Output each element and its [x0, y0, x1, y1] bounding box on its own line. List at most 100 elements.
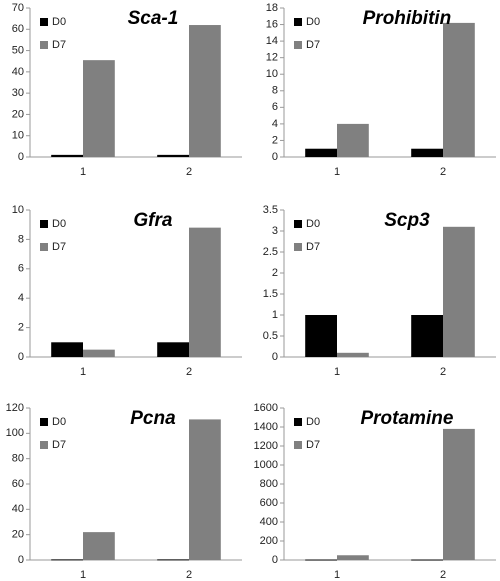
- y-tick-label: 0: [272, 554, 278, 566]
- y-tick-label: 2: [272, 134, 278, 146]
- y-tick-label: 6: [18, 263, 24, 275]
- y-tick-label: 20: [12, 108, 24, 120]
- y-tick-label: 10: [266, 68, 278, 80]
- legend-label: D7: [306, 39, 320, 51]
- y-tick-label: 8: [272, 85, 278, 97]
- bar: [157, 342, 189, 357]
- y-tick-label: 10: [12, 130, 24, 142]
- legend-label: D7: [306, 439, 320, 451]
- x-tick-label: 1: [80, 366, 86, 378]
- legend-label: D7: [52, 241, 66, 253]
- bar: [443, 22, 475, 158]
- bar: [83, 349, 115, 357]
- legend-label: D7: [52, 439, 66, 451]
- bar: [337, 352, 369, 357]
- y-tick-label: 30: [12, 87, 24, 99]
- bar: [83, 60, 115, 157]
- x-tick-label: 2: [186, 569, 192, 581]
- y-tick-label: 18: [266, 2, 278, 14]
- y-tick-label: 0: [272, 351, 278, 363]
- chart-title: Protamine: [360, 408, 453, 429]
- y-tick-label: 3: [272, 225, 278, 237]
- y-tick-label: 6: [272, 101, 278, 113]
- y-tick-label: 3.5: [263, 204, 278, 216]
- legend-label: D0: [52, 416, 66, 428]
- y-tick-label: 600: [260, 497, 278, 509]
- y-tick-label: 0.5: [263, 330, 278, 342]
- y-tick-label: 4: [272, 118, 278, 130]
- legend-label: D0: [306, 218, 320, 230]
- x-tick-label: 1: [80, 569, 86, 581]
- x-tick-label: 1: [334, 366, 340, 378]
- bar: [411, 315, 443, 357]
- bar: [305, 315, 337, 357]
- y-tick-label: 120: [6, 402, 24, 414]
- y-tick-label: 12: [266, 52, 278, 64]
- y-tick-label: 0: [272, 151, 278, 163]
- bar: [157, 559, 189, 561]
- y-tick-label: 1600: [254, 402, 278, 414]
- y-tick-label: 200: [260, 535, 278, 547]
- chart-title: Sca-1: [128, 8, 179, 29]
- y-tick-label: 1400: [254, 421, 278, 433]
- x-tick-label: 1: [334, 166, 340, 178]
- bar: [443, 226, 475, 357]
- legend-swatch: [40, 220, 48, 228]
- y-tick-label: 16: [266, 18, 278, 30]
- y-tick-label: 14: [266, 35, 278, 47]
- y-tick-label: 2.5: [263, 246, 278, 258]
- bar: [189, 419, 221, 560]
- bar: [157, 154, 189, 157]
- y-tick-label: 100: [6, 427, 24, 439]
- bar: [189, 25, 221, 158]
- y-tick-label: 40: [12, 503, 24, 515]
- y-tick-label: 800: [260, 478, 278, 490]
- legend-swatch: [40, 243, 48, 251]
- x-tick-label: 2: [440, 569, 446, 581]
- bar: [305, 148, 337, 157]
- y-tick-label: 40: [12, 66, 24, 78]
- y-tick-label: 60: [12, 478, 24, 490]
- bar: [337, 123, 369, 157]
- y-tick-label: 8: [18, 233, 24, 245]
- legend-swatch: [294, 243, 302, 251]
- chart-title: Gfra: [133, 210, 173, 231]
- legend-swatch: [294, 220, 302, 228]
- x-tick-label: 1: [334, 569, 340, 581]
- y-tick-label: 1: [272, 309, 278, 321]
- x-tick-label: 2: [186, 166, 192, 178]
- y-tick-label: 400: [260, 516, 278, 528]
- legend-swatch: [40, 18, 48, 26]
- chart-title: Prohibitin: [363, 8, 452, 29]
- y-tick-label: 50: [12, 44, 24, 56]
- y-tick-label: 2: [272, 267, 278, 279]
- legend-swatch: [40, 41, 48, 49]
- y-tick-label: 0: [18, 351, 24, 363]
- bar: [51, 154, 83, 157]
- y-tick-label: 20: [12, 529, 24, 541]
- legend-label: D0: [52, 16, 66, 28]
- x-tick-label: 2: [186, 366, 192, 378]
- bar: [337, 555, 369, 560]
- x-tick-label: 2: [440, 366, 446, 378]
- legend-swatch: [40, 441, 48, 449]
- legend-swatch: [294, 418, 302, 426]
- y-tick-label: 0: [18, 554, 24, 566]
- bar: [51, 559, 83, 561]
- y-tick-label: 1.5: [263, 288, 278, 300]
- y-tick-label: 0: [18, 151, 24, 163]
- legend-swatch: [294, 441, 302, 449]
- chart-title: Pcna: [130, 408, 176, 429]
- legend-label: D7: [306, 241, 320, 253]
- y-tick-label: 10: [12, 204, 24, 216]
- y-tick-label: 4: [18, 292, 24, 304]
- bar: [305, 559, 337, 561]
- bar: [189, 227, 221, 357]
- y-tick-label: 1000: [254, 459, 278, 471]
- x-tick-label: 1: [80, 166, 86, 178]
- y-tick-label: 70: [12, 2, 24, 14]
- legend-label: D0: [52, 218, 66, 230]
- x-tick-label: 2: [440, 166, 446, 178]
- bar: [83, 532, 115, 560]
